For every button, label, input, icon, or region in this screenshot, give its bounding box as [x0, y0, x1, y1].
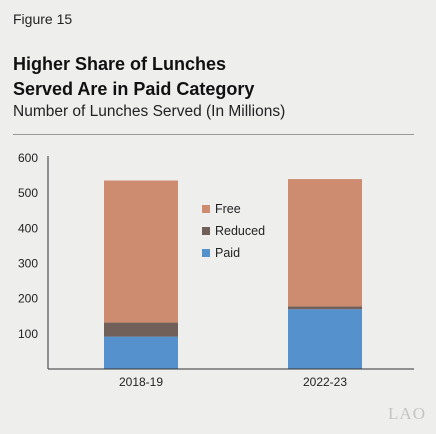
bar-segment-reduced [104, 322, 178, 337]
title-divider [13, 134, 414, 135]
y-tick-label: 600 [18, 151, 38, 165]
figure-label: Figure 15 [13, 11, 73, 27]
y-tick-label: 200 [18, 292, 38, 306]
chart-title: Higher Share of Lunches Served Are in Pa… [13, 52, 413, 102]
bar-segment-free [104, 180, 178, 323]
bar-segment-reduced [288, 306, 362, 310]
chart-subtitle: Number of Lunches Served (In Millions) [13, 103, 286, 120]
y-tick-label: 100 [18, 327, 38, 341]
chart-title-line-1: Higher Share of Lunches [13, 54, 227, 74]
legend-swatch-reduced [202, 227, 210, 235]
bars [104, 179, 362, 369]
y-tick-label: 300 [18, 257, 38, 271]
y-tick-label: 400 [18, 221, 38, 235]
lao-logo: LAO [388, 404, 426, 423]
legend-label-free: Free [215, 202, 241, 216]
legend-label-reduced: Reduced [215, 224, 265, 238]
bar-segment-paid [104, 336, 178, 369]
legend-swatch-free [202, 205, 210, 213]
x-axis: 2018-19 2022-23 [48, 368, 414, 389]
y-axis: 100 200 300 400 500 600 [18, 151, 49, 369]
legend-swatch-paid [202, 249, 210, 257]
legend-label-paid: Paid [215, 246, 240, 260]
legend: Free Reduced Paid [202, 202, 265, 260]
bar-segment-free [288, 179, 362, 307]
bar-segment-paid [288, 309, 362, 369]
x-tick-label: 2022-23 [303, 375, 347, 389]
chart-title-line-2: Served Are in Paid Category [13, 79, 255, 99]
y-tick-label: 500 [18, 186, 38, 200]
x-tick-label: 2018-19 [119, 375, 163, 389]
